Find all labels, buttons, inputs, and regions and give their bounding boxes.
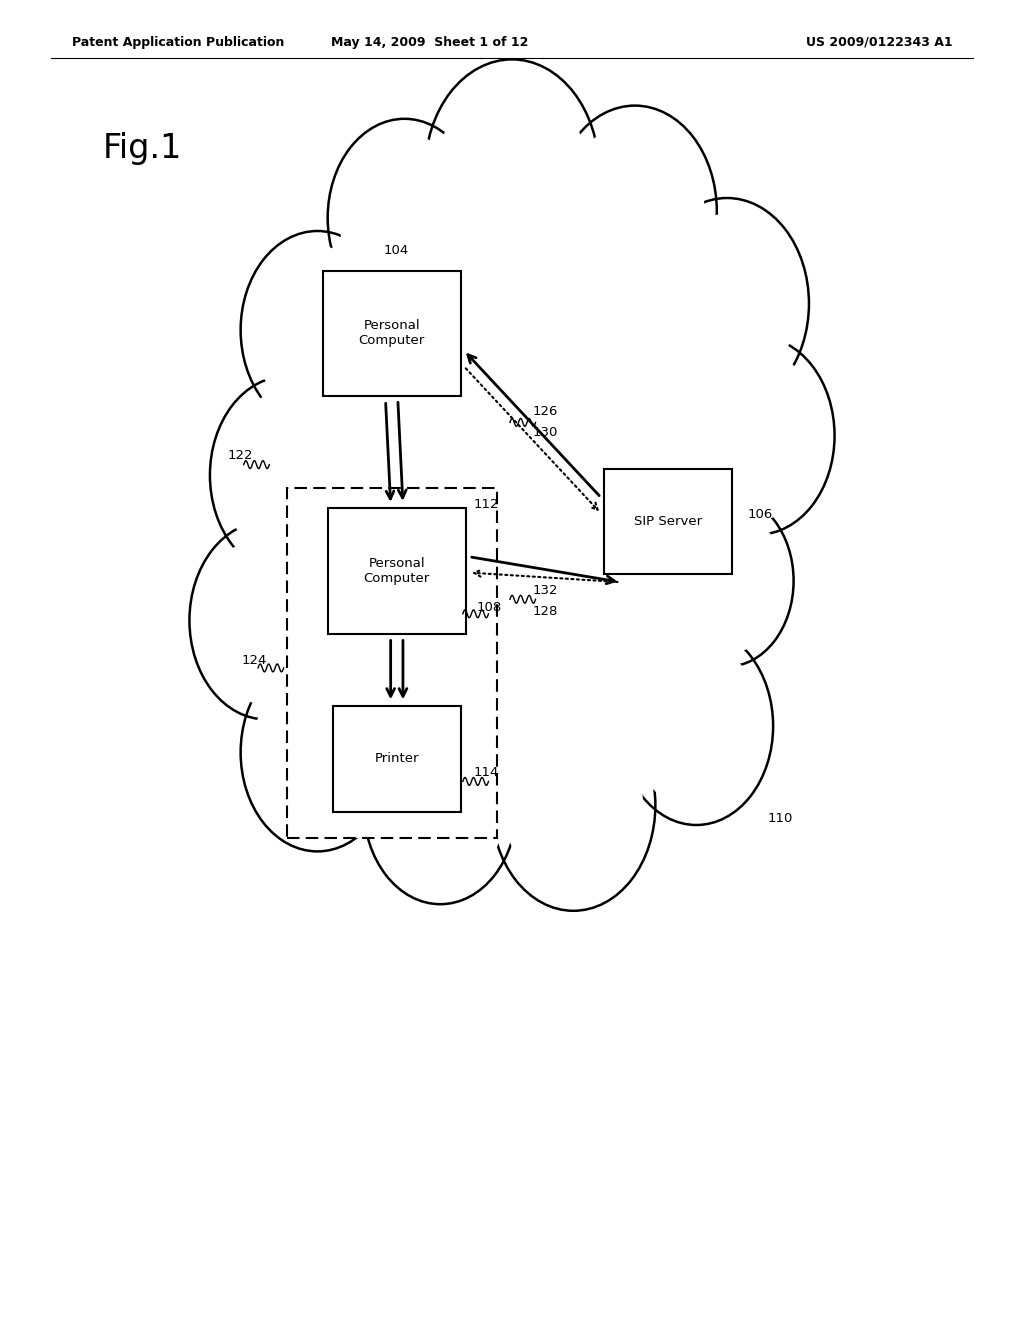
Circle shape bbox=[631, 642, 762, 810]
Circle shape bbox=[328, 119, 481, 317]
Text: US 2009/0122343 A1: US 2009/0122343 A1 bbox=[806, 36, 952, 49]
Text: Personal
Computer: Personal Computer bbox=[364, 557, 430, 585]
Bar bbox=[604, 469, 732, 574]
Bar bbox=[323, 271, 461, 396]
Circle shape bbox=[692, 351, 823, 520]
Circle shape bbox=[681, 337, 835, 535]
Bar bbox=[328, 508, 466, 634]
Circle shape bbox=[364, 706, 517, 904]
Circle shape bbox=[657, 214, 797, 393]
Text: 122: 122 bbox=[227, 449, 253, 462]
Circle shape bbox=[645, 198, 809, 409]
Circle shape bbox=[553, 106, 717, 317]
Text: 106: 106 bbox=[748, 508, 773, 521]
Circle shape bbox=[252, 668, 383, 837]
Text: 124: 124 bbox=[242, 653, 267, 667]
Text: Personal
Computer: Personal Computer bbox=[358, 319, 425, 347]
Ellipse shape bbox=[256, 205, 768, 865]
Text: Printer: Printer bbox=[375, 752, 419, 766]
Text: 104: 104 bbox=[384, 244, 410, 257]
Text: 108: 108 bbox=[476, 601, 502, 614]
Circle shape bbox=[660, 495, 794, 667]
Text: 128: 128 bbox=[532, 605, 558, 618]
Bar bbox=[287, 488, 497, 838]
Ellipse shape bbox=[276, 231, 748, 838]
Circle shape bbox=[241, 653, 394, 851]
Circle shape bbox=[241, 231, 394, 429]
Text: 130: 130 bbox=[532, 426, 558, 440]
Text: May 14, 2009  Sheet 1 of 12: May 14, 2009 Sheet 1 of 12 bbox=[332, 36, 528, 49]
Text: SIP Server: SIP Server bbox=[634, 515, 702, 528]
Text: 114: 114 bbox=[473, 766, 499, 779]
Circle shape bbox=[492, 700, 655, 911]
Text: 126: 126 bbox=[532, 405, 558, 418]
Circle shape bbox=[201, 536, 332, 705]
Text: 110: 110 bbox=[768, 812, 794, 825]
Circle shape bbox=[339, 133, 470, 302]
Text: Fig.1: Fig.1 bbox=[102, 132, 182, 165]
Circle shape bbox=[425, 59, 599, 284]
Circle shape bbox=[565, 121, 705, 301]
Circle shape bbox=[252, 246, 383, 414]
Text: Patent Application Publication: Patent Application Publication bbox=[72, 36, 284, 49]
Circle shape bbox=[375, 721, 506, 890]
Circle shape bbox=[189, 521, 343, 719]
Circle shape bbox=[221, 391, 352, 560]
Circle shape bbox=[504, 715, 643, 895]
Bar bbox=[333, 706, 461, 812]
Circle shape bbox=[438, 77, 586, 267]
Circle shape bbox=[620, 627, 773, 825]
Circle shape bbox=[210, 376, 364, 574]
Text: 112: 112 bbox=[473, 498, 499, 511]
Text: 132: 132 bbox=[532, 583, 558, 597]
Circle shape bbox=[671, 508, 783, 653]
